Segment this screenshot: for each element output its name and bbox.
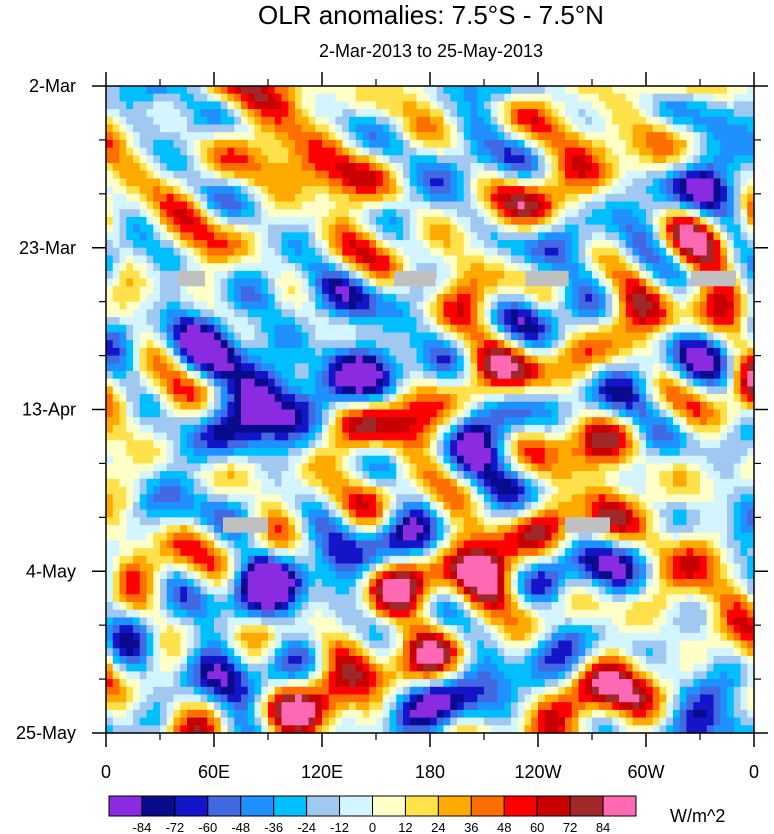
colorbar-label: 60 xyxy=(530,820,544,834)
colorbar-swatch xyxy=(174,795,209,817)
colorbar-swatch xyxy=(404,795,439,817)
colorbar-swatch xyxy=(503,795,538,817)
colorbar-swatch xyxy=(536,795,571,817)
x-tick-label: 60W xyxy=(627,762,664,782)
y-tick-label: 2-Mar xyxy=(29,76,76,96)
colorbar-swatch xyxy=(240,795,275,817)
y-axis: 2-Mar 23-Mar 13-Apr 4-May 25-May xyxy=(16,76,768,743)
colorbar-label: -12 xyxy=(330,820,349,834)
colorbar-label: 12 xyxy=(398,820,412,834)
x-tick-label: 60E xyxy=(198,762,230,782)
colorbar-label: -24 xyxy=(297,820,316,834)
colorbar-swatch xyxy=(141,795,176,817)
x-axis: 0 60E 120E 180 120W 60W 0 xyxy=(101,72,759,782)
colorbar-units: W/m^2 xyxy=(670,806,725,826)
colorbar-swatch xyxy=(273,795,308,817)
colorbar-label: -72 xyxy=(165,820,184,834)
colorbar-label: 72 xyxy=(563,820,577,834)
missing-data-patch xyxy=(394,270,436,287)
y-tick-label: 4-May xyxy=(26,561,76,581)
colorbar-swatch xyxy=(108,795,143,817)
chart-title: OLR anomalies: 7.5°S - 7.5°N xyxy=(258,0,604,30)
missing-data-patch xyxy=(223,517,268,533)
anomaly-field xyxy=(106,86,755,734)
colorbar-label: 48 xyxy=(497,820,511,834)
colorbar-swatch xyxy=(437,795,472,817)
x-tick-label: 0 xyxy=(101,762,111,782)
colorbar-swatch xyxy=(602,795,637,817)
chart-subtitle: 2-Mar-2013 to 25-May-2013 xyxy=(319,41,543,61)
colorbar-swatch xyxy=(372,795,406,817)
y-tick-label: 13-Apr xyxy=(22,400,76,420)
y-tick-label: 23-Mar xyxy=(19,238,76,258)
missing-data-patch xyxy=(691,270,736,287)
colorbar-label: -36 xyxy=(264,820,283,834)
colorbar-swatch xyxy=(339,795,373,817)
colorbar-label: 36 xyxy=(464,820,478,834)
x-tick-label: 120W xyxy=(514,762,561,782)
colorbar-label: 84 xyxy=(596,820,610,834)
missing-data-patch xyxy=(178,270,205,287)
colorbar-label: -60 xyxy=(198,820,217,834)
colorbar-swatch xyxy=(569,795,604,817)
missing-data-layer xyxy=(178,270,736,533)
colorbar: -84 -72 -60 -48 -36 -24 -12 0 12 24 36 48 60 72 84 xyxy=(108,795,637,834)
x-tick-label: 0 xyxy=(749,762,759,782)
colorbar-label: 24 xyxy=(431,820,445,834)
x-tick-label: 180 xyxy=(415,762,445,782)
missing-data-patch xyxy=(525,270,569,287)
colorbar-label: 0 xyxy=(369,820,376,834)
x-tick-label: 120E xyxy=(301,762,343,782)
colorbar-label: -84 xyxy=(133,820,152,834)
missing-data-patch xyxy=(565,517,610,533)
y-tick-label: 25-May xyxy=(16,723,76,743)
colorbar-label: -48 xyxy=(231,820,250,834)
colorbar-swatch xyxy=(207,795,242,817)
colorbar-swatch xyxy=(470,795,505,817)
colorbar-swatch xyxy=(306,795,341,817)
